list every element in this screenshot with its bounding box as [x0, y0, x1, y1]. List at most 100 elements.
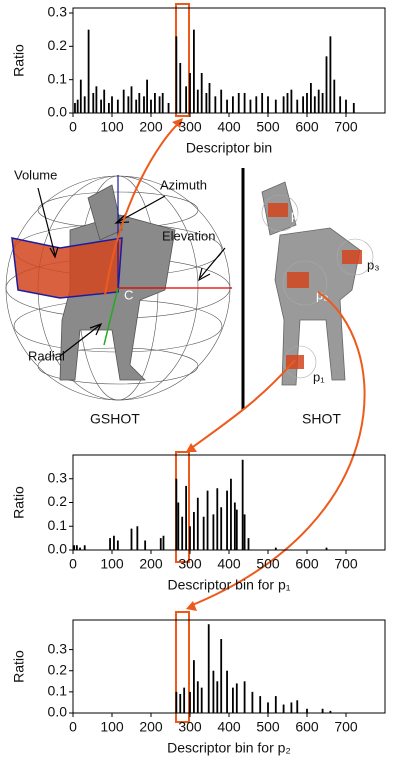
bar [154, 93, 156, 113]
bar [197, 681, 199, 713]
bar [74, 103, 76, 113]
bar [111, 96, 113, 113]
x-tick-label: 500 [256, 119, 280, 135]
bar [207, 491, 209, 550]
bar [131, 529, 133, 550]
bar [220, 90, 222, 113]
x-tick-label: 400 [217, 119, 241, 135]
bar [103, 90, 105, 113]
bar [244, 93, 246, 113]
label-volume: Volume [14, 167, 57, 182]
bar [250, 100, 252, 113]
bar [287, 93, 289, 113]
bar [322, 93, 324, 113]
bar [113, 536, 115, 550]
bar [183, 688, 185, 713]
bar [226, 100, 228, 113]
bar [230, 479, 232, 550]
bar [283, 705, 285, 713]
bar [84, 96, 86, 113]
bar [109, 538, 111, 550]
y-tick-label: 0.1 [48, 683, 68, 699]
y-tick-label: 0.2 [48, 661, 68, 677]
x-tick-label: 600 [295, 119, 319, 135]
x-tick-label: 700 [334, 719, 358, 735]
x-axis-label: Descriptor bin for p₁ [168, 577, 291, 593]
x-tick-label: 300 [178, 119, 202, 135]
bar [208, 624, 210, 713]
bar [168, 103, 170, 113]
bar [220, 507, 222, 550]
label-azimuth: Azimuth [160, 177, 207, 192]
bar [302, 96, 304, 113]
plot-frame [73, 8, 385, 113]
x-tick-label: 0 [69, 119, 77, 135]
bar [108, 103, 110, 113]
x-tick-label: 200 [139, 719, 163, 735]
bar [291, 90, 293, 113]
plot-frame [73, 455, 385, 550]
bar [306, 93, 308, 113]
bar [88, 30, 90, 113]
bar [255, 96, 257, 113]
bar [226, 671, 228, 713]
y-tick-label: 0.0 [48, 541, 68, 557]
bar [248, 538, 250, 550]
bar [213, 671, 215, 713]
x-tick-label: 700 [334, 119, 358, 135]
bar [76, 545, 78, 550]
bar [214, 96, 216, 113]
bar [117, 541, 119, 551]
bar [326, 56, 328, 113]
bar [123, 90, 125, 113]
bar [232, 96, 234, 113]
bar [275, 696, 277, 713]
label-center: C [124, 287, 133, 302]
y-tick-label: 0.1 [48, 70, 68, 86]
bar [185, 486, 187, 550]
label-elevation: Elevation [162, 228, 215, 243]
bar [138, 93, 140, 113]
bar [216, 681, 218, 713]
y-axis-label: Ratio [11, 650, 27, 683]
x-tick-label: 0 [69, 719, 77, 735]
bar [80, 80, 82, 113]
x-tick-label: 200 [139, 556, 163, 572]
x-tick-label: 400 [217, 719, 241, 735]
bar [238, 93, 240, 113]
bar [177, 503, 179, 551]
label-p4: p₄ [291, 207, 304, 222]
bar [339, 96, 341, 113]
y-tick-label: 0.2 [48, 37, 68, 53]
bar [197, 498, 199, 550]
bar [232, 688, 234, 713]
x-axis-label: Descriptor bin for p₂ [167, 740, 291, 756]
bar [163, 536, 165, 550]
bar [261, 93, 263, 113]
bar [236, 510, 238, 550]
bar [252, 692, 254, 713]
bar [117, 100, 119, 113]
y-tick-label: 0.3 [48, 640, 68, 656]
x-tick-label: 300 [178, 556, 202, 572]
bar [318, 90, 320, 113]
y-tick-label: 0.0 [48, 704, 68, 720]
x-tick-label: 600 [295, 556, 319, 572]
x-tick-label: 700 [334, 556, 358, 572]
y-tick-label: 0.3 [48, 469, 68, 485]
bar [267, 702, 269, 713]
bar [77, 100, 79, 113]
bar [291, 702, 293, 713]
y-tick-label: 0.2 [48, 493, 68, 509]
bar [179, 694, 181, 713]
bar [244, 681, 246, 713]
bar [330, 36, 332, 113]
bar [296, 100, 298, 113]
bar [267, 96, 269, 113]
bar [144, 541, 146, 551]
bar [189, 73, 191, 113]
bar [185, 86, 187, 113]
y-tick-label: 0.1 [48, 517, 68, 533]
bar [236, 683, 238, 713]
